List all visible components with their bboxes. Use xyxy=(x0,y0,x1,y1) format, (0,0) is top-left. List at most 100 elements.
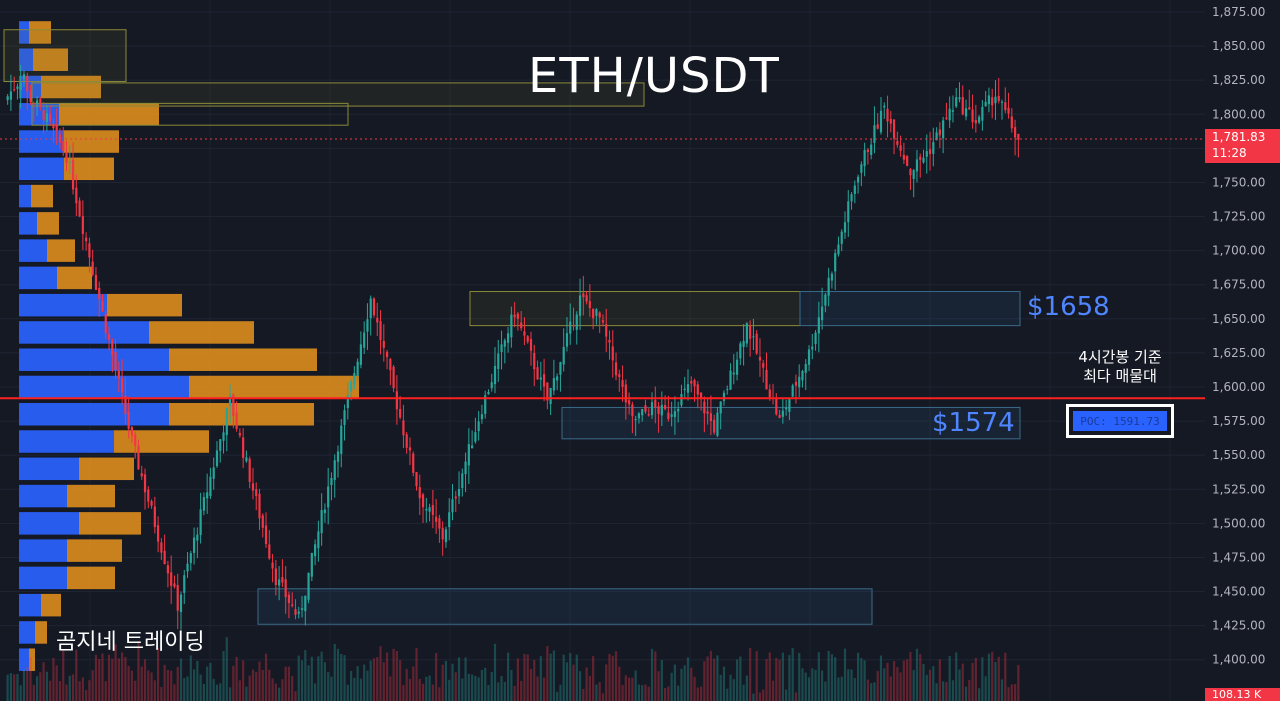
candle-body xyxy=(353,373,356,385)
volume-bar xyxy=(94,654,98,701)
volume-bar xyxy=(202,684,205,701)
candle-body xyxy=(690,380,693,384)
volume-bar xyxy=(127,665,130,701)
candle-body xyxy=(268,544,271,559)
candle-body xyxy=(883,105,886,108)
volume-bar xyxy=(58,681,62,701)
volume-bar xyxy=(121,652,124,701)
candle-body xyxy=(683,388,686,391)
candle-body xyxy=(242,437,245,458)
volume-bar xyxy=(379,646,382,701)
candle-body xyxy=(516,313,520,319)
volume-bar xyxy=(670,672,673,701)
candle-body xyxy=(585,295,588,302)
candle-body xyxy=(513,314,516,318)
volume-bar xyxy=(222,651,225,701)
volume-bar xyxy=(484,667,487,701)
candle-body xyxy=(624,384,627,403)
candle-body xyxy=(520,322,523,329)
candle-body xyxy=(385,351,389,358)
volume-bar xyxy=(628,677,631,701)
volume-bar xyxy=(307,665,310,701)
vp-sell-bar xyxy=(29,648,35,671)
zone-box xyxy=(3,29,127,83)
candle-body xyxy=(647,414,650,416)
candle-body xyxy=(55,124,58,131)
candle-body xyxy=(402,420,405,436)
volume-bar xyxy=(39,672,42,701)
candle-body xyxy=(281,577,284,583)
vp-sell-bar xyxy=(47,239,75,262)
candle-body xyxy=(699,392,703,399)
price-tick-label: 1,650.00 xyxy=(1212,312,1265,326)
volume-bar xyxy=(327,672,330,701)
candle-body xyxy=(709,413,712,422)
volume-bar xyxy=(399,660,402,701)
volume-bar xyxy=(314,683,317,701)
volume-bar xyxy=(412,666,415,701)
candle-body xyxy=(124,395,127,414)
candle-body xyxy=(968,107,971,110)
volume-bar xyxy=(644,684,647,701)
candle-body xyxy=(251,483,255,491)
volume-bar xyxy=(333,643,336,701)
volume-bar xyxy=(173,684,176,701)
candle-body xyxy=(667,412,670,420)
candle-body xyxy=(71,159,75,190)
volume-bar xyxy=(451,663,454,701)
candle-body xyxy=(477,421,480,432)
volume-bar xyxy=(932,666,935,701)
volume-bar xyxy=(647,686,650,701)
volume-bar xyxy=(830,654,834,701)
candle-body xyxy=(330,478,333,486)
volume-bar xyxy=(732,679,735,701)
volume-bar xyxy=(850,669,853,701)
volume-bar xyxy=(134,680,137,701)
candle-body xyxy=(755,333,758,354)
price-tick-label: 1,800.00 xyxy=(1212,107,1265,121)
volume-bar xyxy=(238,680,241,701)
volume-bar xyxy=(284,666,287,701)
last-price-tag: 1,781.83 11:28 xyxy=(1205,129,1280,163)
volume-bar xyxy=(883,668,886,701)
candle-body xyxy=(484,395,487,414)
zone-box xyxy=(31,102,349,126)
volume-bar xyxy=(837,677,840,701)
candle-body xyxy=(363,332,366,348)
volume-bar xyxy=(294,691,297,701)
candle-body xyxy=(654,399,657,408)
volume-bar xyxy=(807,677,811,701)
candle-body xyxy=(320,510,323,534)
volume-bar xyxy=(356,666,359,701)
candle-body xyxy=(114,351,117,370)
vp-sell-bar xyxy=(64,157,114,181)
volume-bar xyxy=(346,684,349,701)
candle-body xyxy=(775,398,778,415)
volume-bar xyxy=(742,684,745,701)
volume-bar xyxy=(490,672,493,701)
zone-box xyxy=(561,406,1021,440)
volume-bar xyxy=(520,680,523,701)
candle-body xyxy=(1013,127,1017,138)
volume-bar xyxy=(559,684,562,701)
candle-body xyxy=(264,525,268,545)
volume-bar xyxy=(582,688,585,701)
candle-body xyxy=(441,527,444,540)
volume-bar xyxy=(664,688,667,701)
volume-bar xyxy=(52,657,55,701)
candle-body xyxy=(212,467,215,479)
vp-buy-bar xyxy=(19,348,169,371)
volume-bar xyxy=(209,662,212,701)
vp-sell-bar xyxy=(33,48,68,71)
volume-bar xyxy=(232,665,235,701)
candle-body xyxy=(758,356,762,361)
volume-bar xyxy=(899,672,902,701)
candle-body xyxy=(588,301,591,309)
volume-bar xyxy=(804,672,807,701)
volume-bar xyxy=(467,673,470,701)
volume-bar xyxy=(179,658,183,701)
candle-body xyxy=(189,553,192,564)
candle-body xyxy=(85,237,88,242)
volume-bar xyxy=(611,655,614,701)
